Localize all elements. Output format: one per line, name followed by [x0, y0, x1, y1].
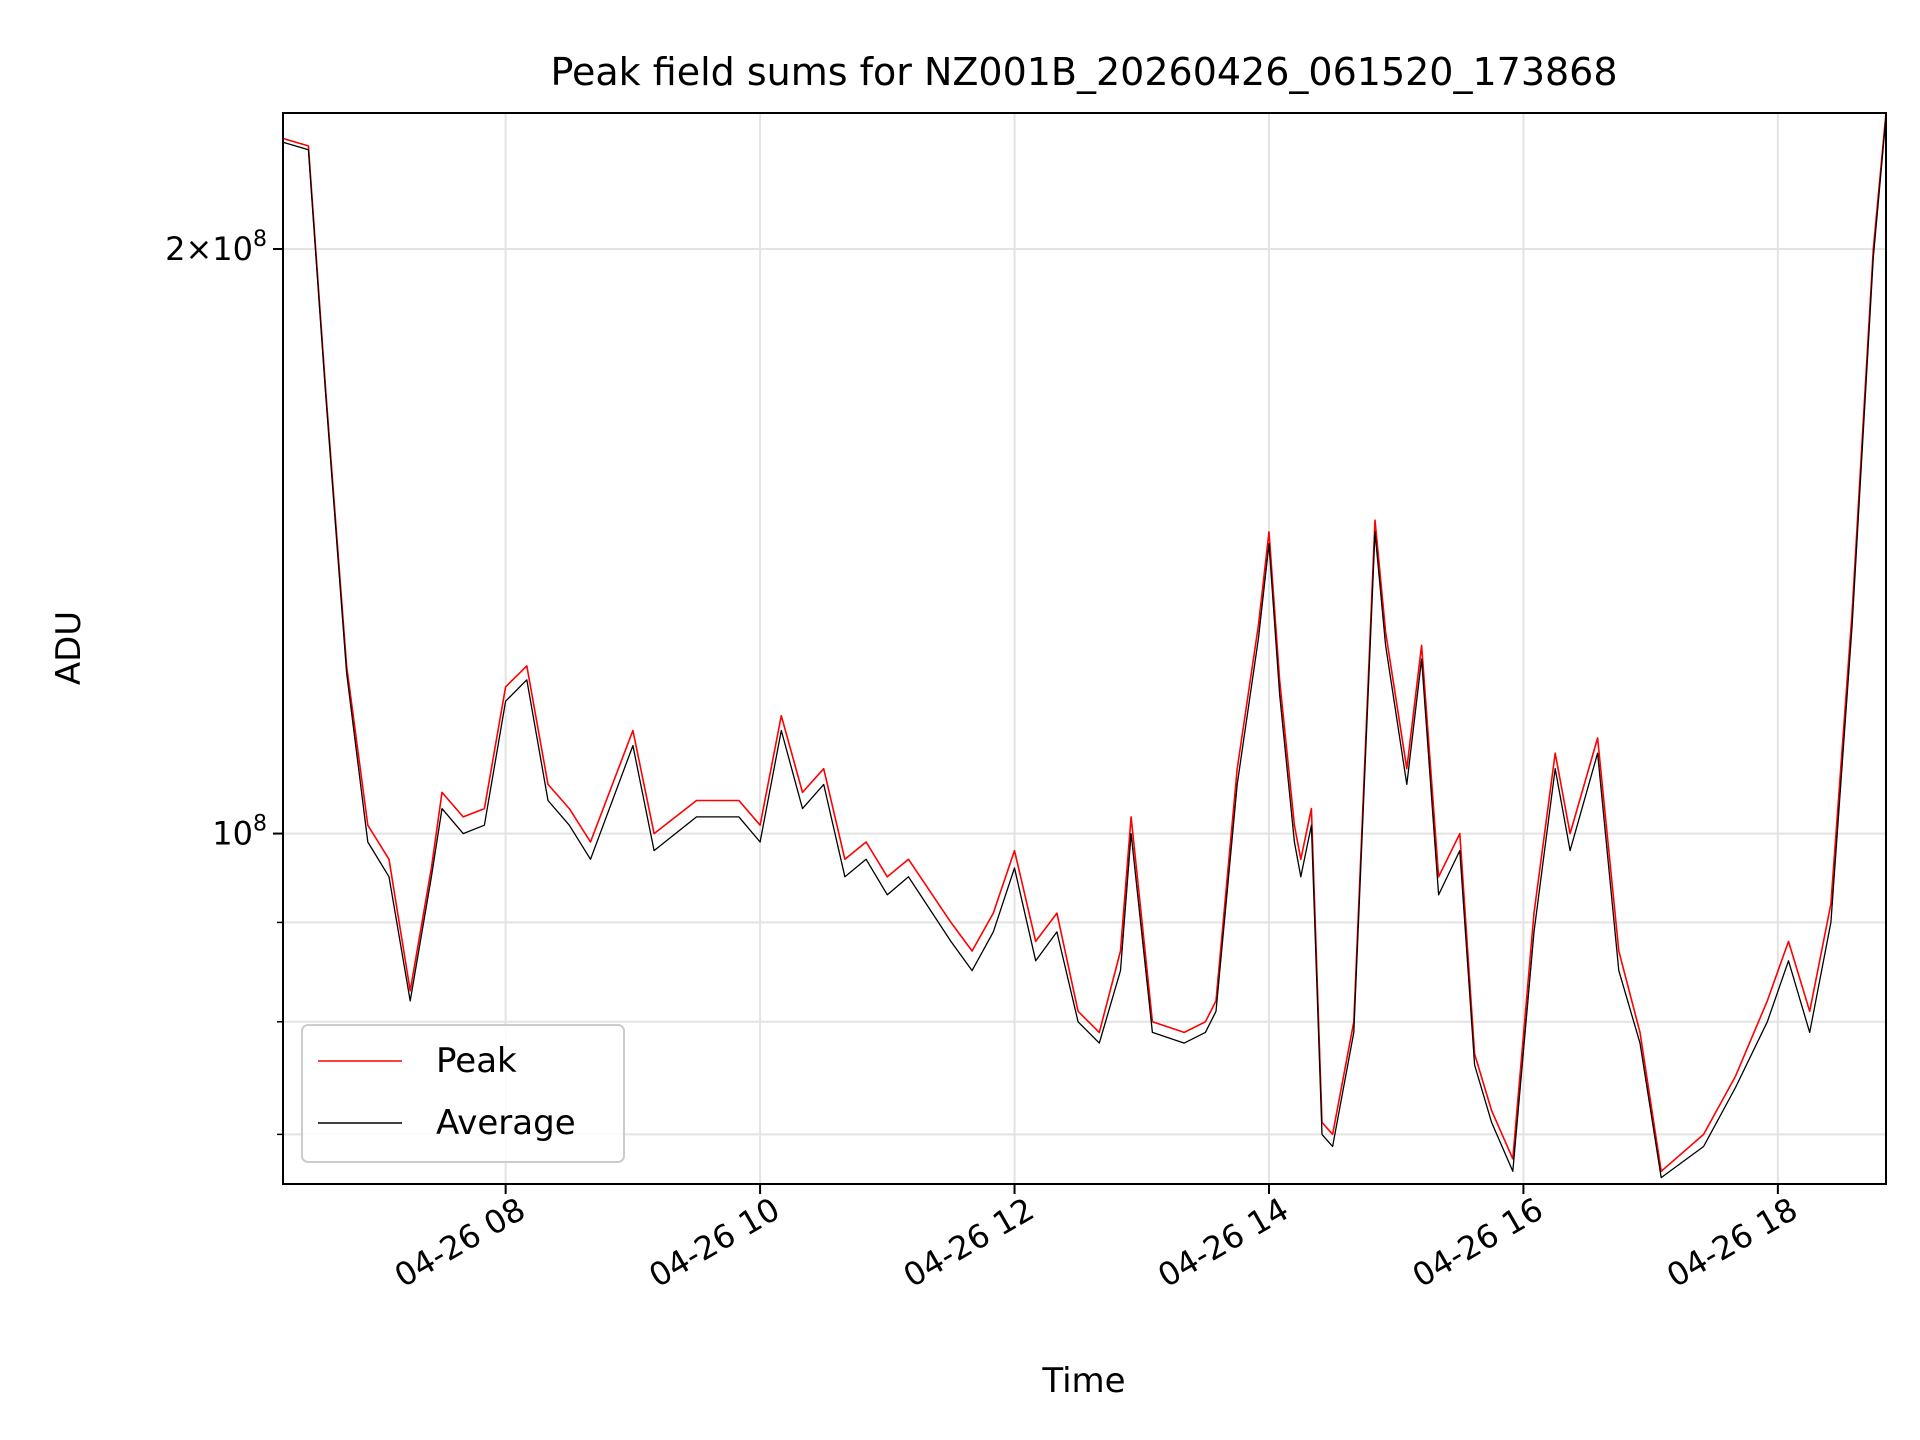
chart-title: Peak field sums for NZ001B_20260426_0615… — [550, 50, 1617, 94]
y-axis-label: ADU — [49, 611, 89, 685]
legend-box — [301, 1024, 625, 1163]
plot-frame — [282, 112, 1887, 1185]
series-line-average — [282, 116, 1887, 1179]
x-axis-label: Time — [1041, 1361, 1125, 1401]
legend: Peak Average — [301, 1024, 625, 1163]
series-line-peak — [282, 112, 1887, 1173]
legend-label-average: Average — [436, 1103, 576, 1143]
plot-lines — [282, 112, 1887, 1179]
legend-label-peak: Peak — [436, 1041, 517, 1081]
y-tick-label: 2×108 — [165, 227, 267, 268]
